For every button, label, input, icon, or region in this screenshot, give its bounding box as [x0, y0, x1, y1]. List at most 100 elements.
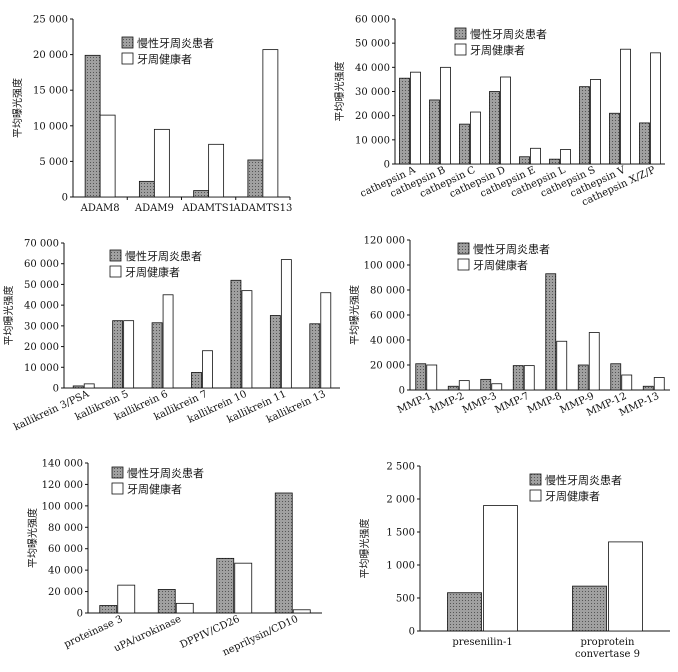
y-tick-label: 20 000	[48, 587, 83, 598]
bar-patient	[138, 180, 155, 198]
bar-healthy	[530, 147, 541, 165]
bar-patient	[157, 589, 176, 614]
bar-healthy	[483, 505, 518, 632]
legend-label: 慢性牙周炎患者	[137, 36, 214, 50]
bar-healthy	[590, 79, 601, 165]
y-tick-label: 0	[399, 386, 405, 397]
x-tick-label: ADAM8	[80, 203, 120, 214]
y-tick-label: 10 000	[24, 363, 59, 374]
x-tick-label: ADAM9	[134, 203, 174, 214]
y-tick-label: 50 000	[24, 280, 59, 291]
y-tick-label: 40 000	[48, 566, 83, 577]
y-tick-label: 100 000	[42, 501, 83, 512]
y-axis-label: 平均曝光强度	[26, 508, 39, 568]
bar-patient	[309, 323, 321, 389]
bar-healthy	[280, 259, 292, 389]
y-tick-label: 0	[409, 627, 415, 638]
bar-healthy	[234, 562, 253, 614]
y-tick-label: 60 000	[48, 544, 83, 555]
chart-panel-4: 0 20 000 40 000 60 000 80 000 100 000 120 000 平…	[348, 236, 670, 419]
bar-healthy	[83, 383, 95, 389]
y-tick-label: 15 000	[33, 86, 68, 97]
chart-panel-1: 0 5 000 10 000 15 000 20 000 25 000 平均曝光强度 ADAM…	[11, 15, 292, 215]
x-tick-label: MMP-3	[461, 391, 499, 416]
y-axis-label: 平均曝光强度	[2, 286, 15, 346]
bar-patient	[151, 322, 163, 389]
bar-healthy	[500, 76, 511, 165]
bar-healthy	[426, 364, 438, 391]
x-tick-label: ADAMTS1	[181, 203, 235, 214]
bar-healthy	[621, 374, 633, 391]
bar-patient	[639, 122, 650, 165]
bar-healthy	[620, 48, 631, 165]
y-tick-label: 2 500	[386, 462, 415, 473]
x-tick-label: ADAMTS13	[232, 203, 292, 214]
chart-panel-5: 0 20 000 40 000 60 000 80 000 100 000 120 000 1…	[26, 459, 322, 658]
bar-healthy	[440, 66, 451, 165]
bar-patient	[447, 385, 459, 391]
y-tick-label: 40 000	[24, 301, 59, 312]
bar-patient	[193, 190, 210, 198]
y-tick-label: 0	[77, 609, 83, 620]
bar-healthy	[458, 380, 470, 391]
y-tick-label: 25 000	[33, 15, 68, 26]
bar-healthy	[117, 584, 136, 614]
bar-patient	[415, 363, 427, 391]
bar-patient	[642, 385, 654, 391]
legend-swatch-healthy	[454, 43, 467, 56]
bar-patient	[99, 605, 118, 614]
bar-healthy	[202, 350, 213, 389]
bar-healthy	[320, 292, 332, 389]
y-tick-label: 120 000	[364, 236, 405, 247]
y-tick-label: 1 000	[386, 561, 415, 572]
y-tick-label: 40 000	[355, 63, 390, 74]
legend-swatch-patient	[457, 242, 470, 255]
bar-healthy	[556, 340, 568, 391]
y-tick-label: 0	[53, 384, 59, 395]
bar-patient	[577, 364, 589, 391]
bar-patient	[447, 592, 482, 632]
bar-patient	[480, 378, 492, 391]
bar-healthy	[523, 365, 535, 391]
bar-patient	[230, 279, 242, 389]
chart-panel-3: 0 10 000 20 000 30 000 40 000 50 000 60 000 70 …	[2, 239, 340, 433]
y-tick-label: 500	[396, 594, 415, 605]
x-tick-label: proprotein convertase 9	[575, 637, 640, 660]
bar-healthy	[653, 377, 665, 391]
bar-patient	[274, 492, 293, 614]
legend-label: 慢性牙周炎患者	[127, 466, 204, 480]
bar-patient	[112, 320, 124, 389]
x-tick-label: MMP-7	[493, 391, 531, 416]
y-axis-label: 平均曝光强度	[348, 285, 361, 345]
legend-swatch-patient	[109, 249, 122, 262]
y-tick-label: 0	[384, 160, 390, 171]
y-tick-label: 30 000	[355, 87, 390, 98]
bar-healthy	[241, 290, 253, 389]
y-tick-label: 80 000	[48, 523, 83, 534]
y-tick-label: 80 000	[370, 286, 405, 297]
x-tick-label: uPA/urokinase	[112, 614, 183, 655]
bar-healthy	[650, 52, 661, 165]
legend-label: 牙周健康者	[545, 489, 600, 503]
bar-healthy	[410, 71, 421, 165]
legend-label: 牙周健康者	[473, 258, 528, 272]
bar-healthy	[153, 128, 170, 198]
bar-healthy	[470, 111, 481, 165]
y-tick-label: 50 000	[355, 39, 390, 50]
bar-patient	[429, 99, 440, 165]
bar-healthy	[491, 383, 503, 391]
bar-patient	[72, 385, 84, 389]
bar-healthy	[292, 609, 311, 614]
y-tick-label: 60 000	[370, 311, 405, 322]
bar-healthy	[208, 143, 225, 198]
y-tick-label: 20 000	[33, 50, 68, 61]
bar-healthy	[588, 332, 600, 391]
bar-patient	[545, 273, 557, 391]
legend-swatch-healthy	[121, 52, 134, 65]
bar-patient	[549, 158, 560, 165]
x-tick-label: presenilin-1	[452, 637, 512, 648]
y-tick-label: 1 500	[386, 528, 415, 539]
bar-healthy	[262, 49, 279, 198]
legend-label: 慢性牙周炎患者	[545, 473, 622, 487]
